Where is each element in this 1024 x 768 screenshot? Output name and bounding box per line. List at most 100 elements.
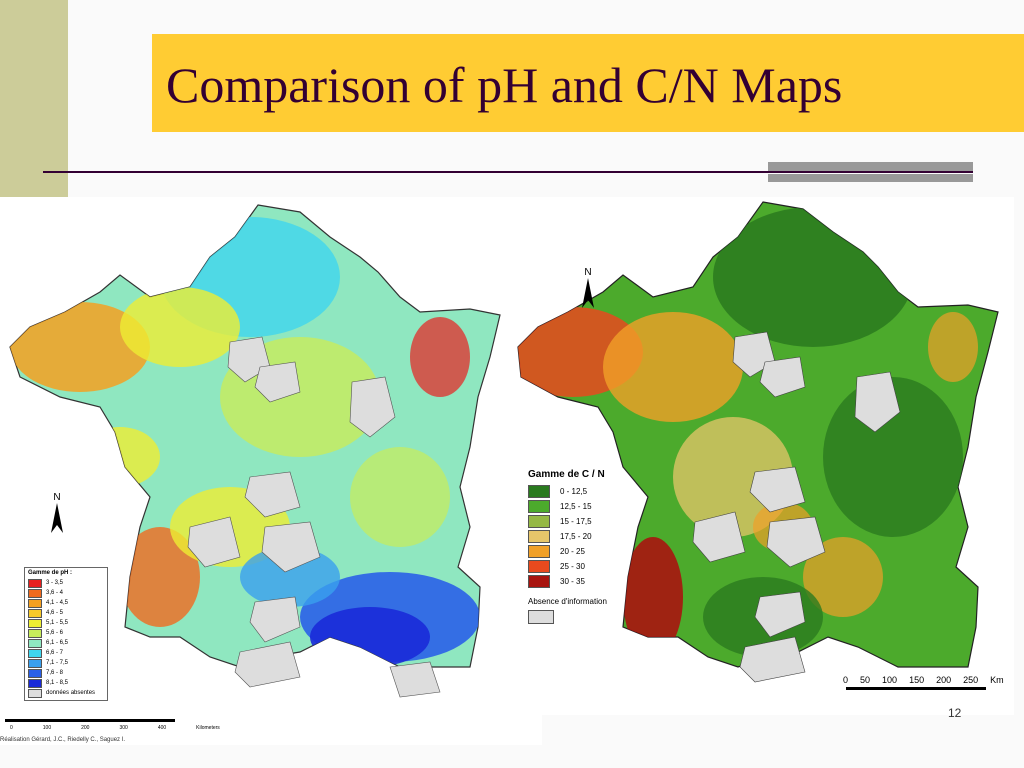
cn-scale-ticks: 0 50 100 150 200 250 Km [843, 675, 1004, 685]
ph-legend-label: 4,6 - 5 [46, 610, 64, 616]
page-number: 12 [948, 706, 962, 720]
ph-legend-label: 6,6 - 7 [46, 650, 64, 656]
title-box: Comparison of pH and C/N Maps [152, 34, 1024, 132]
slide-title: Comparison of pH and C/N Maps [166, 57, 843, 113]
ph-scale-tick: 100 [42, 725, 52, 731]
ph-legend-swatch [28, 668, 42, 678]
ph-scale-tick: 0 [10, 725, 13, 731]
cn-scale-tick: 100 [882, 675, 898, 685]
cn-legend-swatch [528, 515, 550, 528]
ph-legend-label: 5,1 - 5,5 [46, 620, 69, 626]
ph-scale-unit: Kilometers [196, 725, 220, 731]
north-arrow-icon [582, 278, 594, 308]
ph-legend-item: 5,6 - 6 [25, 628, 107, 638]
cn-absent-regions [692, 331, 901, 683]
ph-map-svg [9, 204, 501, 698]
ph-scale-tick: 300 [119, 725, 128, 731]
cn-legend-label: 15 - 17,5 [560, 517, 592, 526]
ph-legend-label: 4,1 - 4,5 [46, 600, 69, 606]
ph-legend-label: 3 - 3,5 [46, 580, 64, 586]
cn-legend-swatch [528, 560, 550, 573]
cn-legend-item: 12,5 - 15 [528, 499, 628, 514]
ph-legend-swatch [28, 578, 42, 588]
ph-legend-swatch [28, 638, 42, 648]
cn-color-regions [518, 207, 978, 657]
cn-scale-bar: 0 50 100 150 200 250 Km [843, 675, 1004, 693]
ph-legend-label: 3,6 - 4 [46, 590, 64, 596]
ph-map-panel: N Gamme de pH : 3 - 3,5 3,6 - 4 4,1 - 4,5 4… [0, 197, 542, 745]
ph-legend-label: 8,1 - 8,5 [46, 680, 69, 686]
cn-legend-rows: 0 - 12,5 12,5 - 15 15 - 17,5 17,5 - 20 20 - … [528, 484, 628, 589]
cn-legend-label: 12,5 - 15 [560, 502, 592, 511]
ph-legend-label: 6,1 - 6,5 [46, 640, 69, 646]
accent-bar-top [768, 162, 973, 171]
north-arrow-icon [51, 503, 63, 533]
ph-legend-label: 7,6 - 8 [46, 670, 64, 676]
ph-legend-label: données absentes [46, 690, 96, 696]
cn-scale-tick: 250 [963, 675, 979, 685]
ph-legend-swatch [28, 658, 42, 668]
cn-legend-swatch [528, 530, 550, 543]
ph-legend-swatch [28, 618, 42, 628]
left-accent-bar [0, 0, 68, 197]
cn-legend-item: 30 - 35 [528, 574, 628, 589]
cn-legend-swatch [528, 545, 550, 558]
cn-scale-tick: 150 [909, 675, 925, 685]
ph-legend-item: données absentes [25, 688, 107, 698]
cn-legend-swatch [528, 485, 550, 498]
cn-legend-item: 20 - 25 [528, 544, 628, 559]
cn-scale-tick: 0 [843, 675, 849, 685]
cn-legend-item: 17,5 - 20 [528, 529, 628, 544]
cn-legend-item: 15 - 17,5 [528, 514, 628, 529]
cn-legend-swatch [528, 500, 550, 513]
ph-legend: Gamme de pH : 3 - 3,5 3,6 - 4 4,1 - 4,5 4,6… [24, 567, 108, 701]
accent-bar-bottom [768, 174, 973, 182]
cn-legend: Gamme de C / N 0 - 12,5 12,5 - 15 15 - 17,… [528, 469, 628, 639]
ph-legend-rows: 3 - 3,5 3,6 - 4 4,1 - 4,5 4,6 - 5 5,1 - 5,5 5… [25, 578, 107, 698]
cn-north-label: N [584, 267, 592, 278]
cn-absence-swatch [528, 610, 554, 624]
ph-legend-item: 3,6 - 4 [25, 588, 107, 598]
cn-map-panel: N Gamme de C / N 0 - 12,5 12,5 - 15 15 - 1… [513, 197, 1014, 715]
cn-legend-label: 30 - 35 [560, 577, 585, 586]
ph-legend-item: 8,1 - 8,5 [25, 678, 107, 688]
cn-legend-swatch [528, 575, 550, 588]
ph-legend-item: 4,6 - 5 [25, 608, 107, 618]
ph-legend-item: 7,6 - 8 [25, 668, 107, 678]
ph-legend-swatch [28, 688, 42, 698]
ph-credit: Réalisation Gérard, J.C., Riedelly C., S… [0, 737, 126, 743]
ph-legend-swatch [28, 648, 42, 658]
ph-legend-swatch [28, 588, 42, 598]
ph-north-label: N [53, 492, 61, 503]
cn-legend-label: 25 - 30 [560, 562, 585, 571]
ph-legend-swatch [28, 628, 42, 638]
ph-scale-tick: 400 [157, 725, 167, 731]
cn-legend-title: Gamme de C / N [528, 469, 605, 480]
ph-legend-label: 7,1 - 7,5 [46, 660, 69, 666]
cn-scale-unit: Km [990, 675, 1004, 685]
ph-legend-swatch [28, 678, 42, 688]
cn-legend-label: 0 - 12,5 [560, 487, 588, 496]
cn-map-svg [517, 201, 999, 683]
cn-absence-label: Absence d'information [528, 597, 607, 606]
cn-legend-item: 0 - 12,5 [528, 484, 628, 499]
cn-legend-label: 20 - 25 [560, 547, 585, 556]
ph-absent-regions [187, 336, 441, 698]
ph-legend-title: Gamme de pH : [28, 570, 73, 576]
ph-legend-item: 7,1 - 7,5 [25, 658, 107, 668]
cn-legend-label: 17,5 - 20 [560, 532, 592, 541]
ph-legend-item: 6,1 - 6,5 [25, 638, 107, 648]
ph-north-arrow: N [50, 492, 64, 535]
ph-scale-bar: 0 100 200 300 400 Kilometers [0, 717, 220, 731]
ph-legend-swatch [28, 598, 42, 608]
title-rule [43, 171, 973, 173]
cn-scale-tick: 200 [936, 675, 952, 685]
cn-north-arrow: N [581, 267, 595, 310]
ph-scale-ticks: 0 100 200 300 400 Kilometers [0, 725, 220, 731]
cn-scale-bar-graphic [846, 687, 986, 690]
ph-scale-tick: 200 [81, 725, 90, 731]
ph-legend-label: 5,6 - 6 [46, 630, 64, 636]
ph-legend-item: 3 - 3,5 [25, 578, 107, 588]
ph-legend-item: 5,1 - 5,5 [25, 618, 107, 628]
ph-scale-bar-graphic [5, 719, 175, 722]
